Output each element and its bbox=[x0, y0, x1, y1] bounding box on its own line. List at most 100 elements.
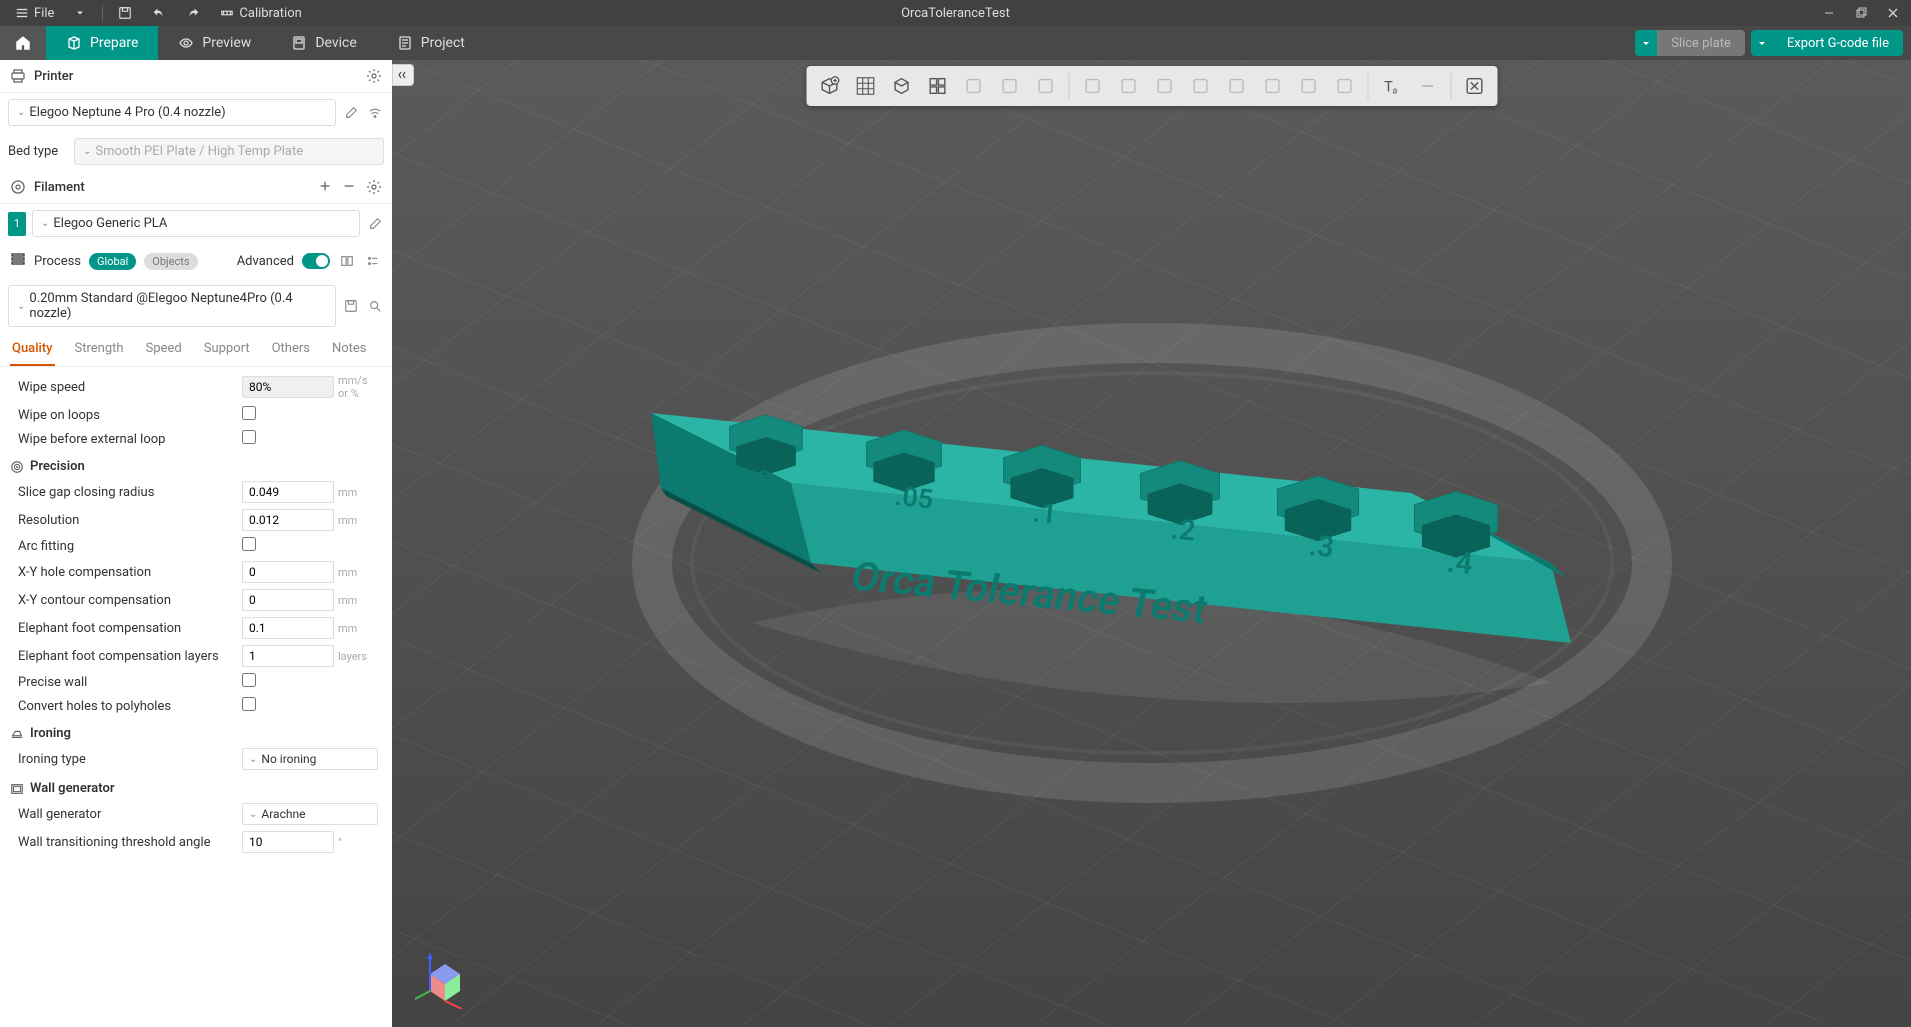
ironing-type-dropdown[interactable]: ⌄No ironing bbox=[242, 748, 378, 770]
printer-section-title: Printer bbox=[34, 69, 358, 84]
svg-text:a: a bbox=[1392, 86, 1397, 96]
prepare-tab[interactable]: Prepare bbox=[46, 26, 158, 60]
tab-support[interactable]: Support bbox=[202, 333, 252, 366]
compare-button[interactable] bbox=[338, 252, 356, 270]
slice-dropdown[interactable] bbox=[1635, 30, 1657, 56]
printer-dropdown[interactable]: ⌄ Elegoo Neptune 4 Pro (0.4 nozzle) bbox=[8, 99, 336, 126]
redo-button[interactable] bbox=[177, 2, 209, 24]
wipe-before-external-checkbox[interactable] bbox=[242, 430, 256, 444]
precise-wall-row: Precise wall bbox=[0, 670, 392, 694]
collapse-sidebar-button[interactable] bbox=[392, 64, 414, 86]
text-shape-button[interactable]: Ta bbox=[1374, 69, 1408, 103]
prepare-icon bbox=[66, 35, 82, 51]
slice-gap-unit: mm bbox=[334, 486, 378, 499]
filament-settings-button[interactable] bbox=[366, 179, 382, 195]
home-tab[interactable] bbox=[0, 26, 46, 60]
wall-generator-row: Wall generator ⌄Arachne bbox=[0, 800, 392, 828]
export-gcode-button[interactable]: Export G-code file bbox=[1751, 30, 1903, 56]
slice-plate-button[interactable]: Slice plate bbox=[1635, 30, 1745, 56]
wall-threshold-input[interactable] bbox=[242, 831, 334, 853]
settings-tabs: Quality Strength Speed Support Others No… bbox=[0, 333, 392, 367]
xy-hole-input[interactable] bbox=[242, 561, 334, 583]
ironing-icon bbox=[10, 727, 24, 741]
export-dropdown[interactable] bbox=[1751, 30, 1773, 56]
process-more-button[interactable] bbox=[364, 252, 382, 270]
advanced-toggle[interactable] bbox=[302, 253, 330, 269]
slice-gap-input[interactable] bbox=[242, 481, 334, 503]
precise-wall-checkbox[interactable] bbox=[242, 673, 256, 687]
redo-icon bbox=[185, 5, 201, 21]
search-settings-button[interactable] bbox=[366, 297, 384, 315]
convert-holes-row: Convert holes to polyholes bbox=[0, 694, 392, 718]
split-button bbox=[956, 69, 990, 103]
project-tab[interactable]: Project bbox=[377, 26, 485, 60]
svg-text:.2: .2 bbox=[1169, 513, 1197, 548]
global-badge[interactable]: Global bbox=[89, 253, 136, 270]
wipe-speed-input[interactable] bbox=[242, 376, 334, 398]
wipe-on-loops-row: Wipe on loops bbox=[0, 403, 392, 427]
seam-painting-button bbox=[1111, 69, 1145, 103]
process-profile-dropdown[interactable]: ⌄ 0.20mm Standard @Elegoo Neptune4Pro (0… bbox=[8, 285, 336, 327]
edit-filament-button[interactable] bbox=[366, 215, 384, 233]
wipe-on-loops-checkbox[interactable] bbox=[242, 406, 256, 420]
save-profile-button[interactable] bbox=[342, 297, 360, 315]
bed-type-value: Smooth PEI Plate / High Temp Plate bbox=[95, 144, 303, 159]
preview-label: Preview bbox=[202, 35, 251, 51]
minimize-button[interactable] bbox=[1817, 1, 1841, 25]
resolution-input[interactable] bbox=[242, 509, 334, 531]
xy-contour-input[interactable] bbox=[242, 589, 334, 611]
settings-list[interactable]: Wipe speed mm/s or % Wipe on loops Wipe … bbox=[0, 367, 392, 1027]
save-icon bbox=[117, 5, 133, 21]
toolbar-separator bbox=[1068, 73, 1069, 99]
tab-quality[interactable]: Quality bbox=[10, 333, 55, 366]
chevron-down-icon: ⌄ bbox=[17, 301, 25, 312]
resolution-label: Resolution bbox=[18, 513, 242, 528]
assembly-view-button[interactable] bbox=[1457, 69, 1491, 103]
wifi-icon[interactable] bbox=[366, 104, 384, 122]
add-plate-button[interactable] bbox=[848, 69, 882, 103]
close-button[interactable] bbox=[1881, 1, 1905, 25]
model-tolerance-test[interactable]: 0.05.1.2.3.4Orca Tolerance Test bbox=[591, 293, 1591, 677]
split-parts-button bbox=[992, 69, 1026, 103]
tab-strength[interactable]: Strength bbox=[73, 333, 126, 366]
resolution-unit: mm bbox=[334, 514, 378, 527]
filament-dropdown[interactable]: ⌄ Elegoo Generic PLA bbox=[32, 210, 360, 237]
xy-hole-row: X-Y hole compensation mm bbox=[0, 558, 392, 586]
add-filament-button[interactable] bbox=[318, 179, 334, 195]
elephant-layers-input[interactable] bbox=[242, 645, 334, 667]
wall-generator-dropdown[interactable]: ⌄Arachne bbox=[242, 803, 378, 825]
printer-settings-button[interactable] bbox=[366, 68, 382, 84]
arrange-button[interactable] bbox=[884, 69, 918, 103]
tab-others[interactable]: Others bbox=[270, 333, 312, 366]
elephant-foot-input[interactable] bbox=[242, 617, 334, 639]
axis-gizmo[interactable] bbox=[410, 939, 480, 1009]
svg-text:.05: .05 bbox=[893, 480, 934, 516]
preview-tab[interactable]: Preview bbox=[158, 26, 271, 60]
filament-icon bbox=[10, 179, 26, 195]
orient-button[interactable] bbox=[920, 69, 954, 103]
tab-notes[interactable]: Notes bbox=[330, 333, 369, 366]
tab-speed[interactable]: Speed bbox=[144, 333, 184, 366]
bed-type-dropdown[interactable]: ⌄ Smooth PEI Plate / High Temp Plate bbox=[74, 138, 384, 165]
file-dropdown[interactable] bbox=[64, 2, 96, 24]
viewport-3d[interactable]: 0.05.1.2.3.4Orca Tolerance Test Ta bbox=[392, 60, 1911, 1027]
ironing-group-header: Ironing bbox=[0, 718, 392, 745]
convert-holes-checkbox[interactable] bbox=[242, 697, 256, 711]
add-cube-button[interactable] bbox=[812, 69, 846, 103]
file-menu[interactable]: File bbox=[6, 2, 62, 24]
text-button bbox=[1255, 69, 1289, 103]
viewport-toolbar: Ta bbox=[806, 66, 1497, 106]
objects-badge[interactable]: Objects bbox=[144, 253, 197, 270]
wall-threshold-label: Wall transitioning threshold angle bbox=[18, 835, 242, 850]
arc-fitting-checkbox[interactable] bbox=[242, 537, 256, 551]
edit-printer-button[interactable] bbox=[342, 104, 360, 122]
printer-section-header: Printer bbox=[0, 60, 392, 93]
save-button[interactable] bbox=[109, 2, 141, 24]
calibration-menu[interactable]: Calibration bbox=[211, 2, 309, 24]
device-tab[interactable]: Device bbox=[271, 26, 376, 60]
filament-swatch[interactable]: 1 bbox=[8, 212, 26, 236]
remove-filament-button[interactable] bbox=[342, 179, 358, 195]
maximize-button[interactable] bbox=[1849, 1, 1873, 25]
undo-button[interactable] bbox=[143, 2, 175, 24]
calibration-label: Calibration bbox=[239, 6, 301, 21]
